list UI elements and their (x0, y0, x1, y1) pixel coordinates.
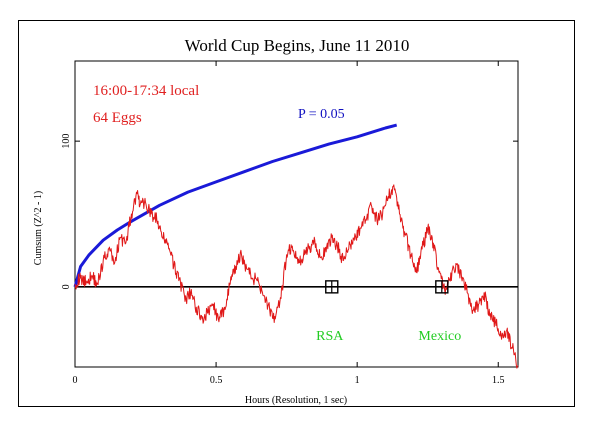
y-tick-label: 100 (61, 134, 72, 149)
p-value-annotation: P = 0.05 (298, 107, 345, 122)
y-tick-label: 0 (61, 284, 72, 289)
chart-frame (18, 20, 575, 407)
y-axis-label: Cumsum (Z^2 - 1) (33, 191, 44, 265)
eggs-annotation: 64 Eggs (93, 110, 142, 126)
x-tick-label: 1 (355, 375, 360, 386)
cumsum-trace (74, 184, 519, 369)
event-label: RSA (316, 329, 344, 344)
event-marker: Mexico (418, 280, 461, 344)
chart-title: World Cup Begins, June 11 2010 (185, 36, 410, 55)
significance-curve (73, 123, 398, 288)
time-annotation: 16:00-17:34 local (93, 83, 199, 99)
event-marker: RSA (316, 280, 344, 344)
event-markers: RSA Mexico (316, 280, 461, 344)
event-label: Mexico (418, 329, 461, 344)
plot-area (74, 60, 519, 368)
x-axis-label: Hours (Resolution, 1 sec) (245, 395, 347, 406)
x-tick-label: 0.5 (210, 375, 223, 386)
x-tick-label: 1.5 (492, 375, 505, 386)
series-layer (73, 123, 519, 369)
x-tick-label: 0 (73, 375, 78, 386)
